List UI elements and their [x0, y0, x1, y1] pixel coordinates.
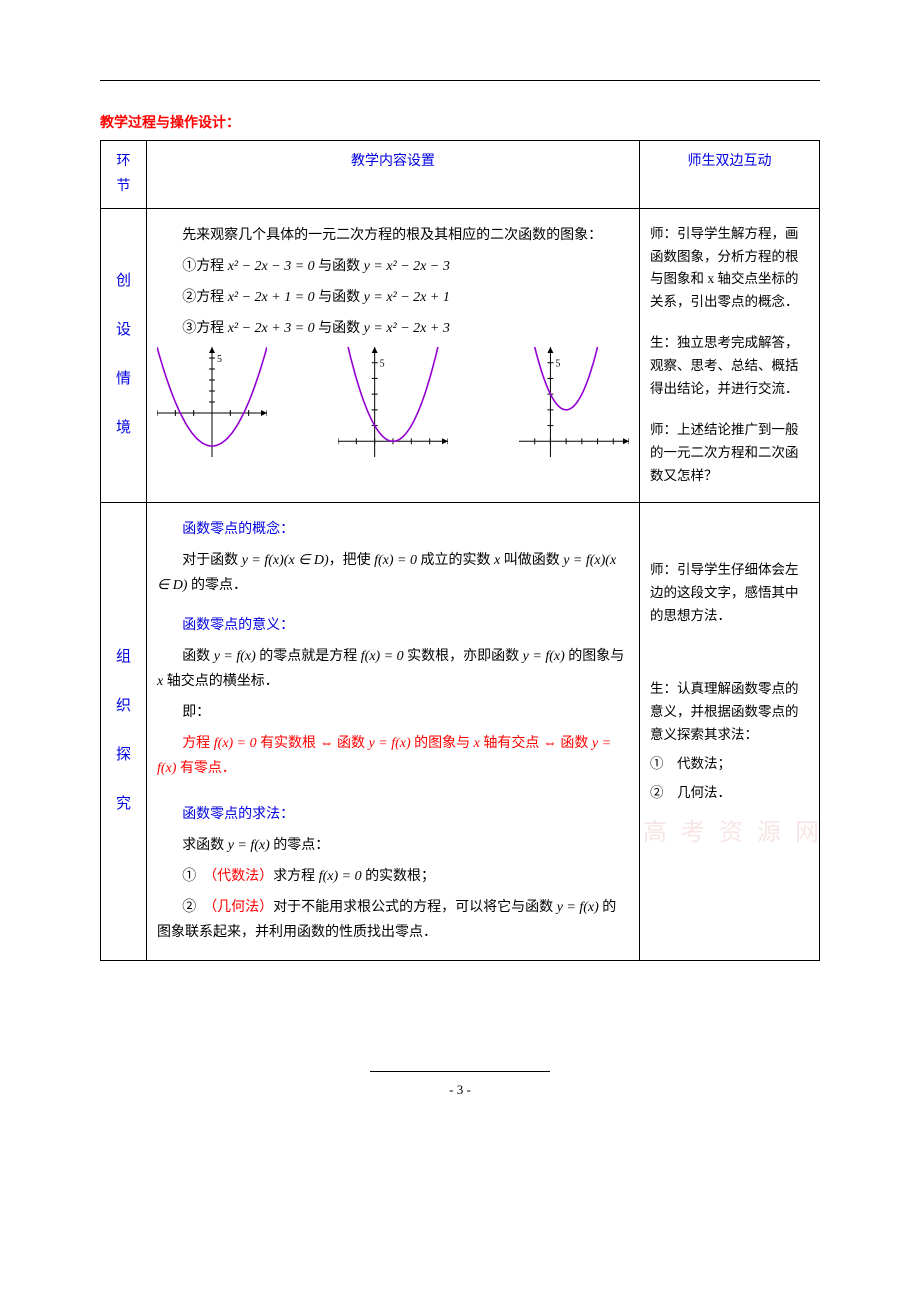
zero-concept-heading: 函数零点的概念： — [157, 517, 629, 542]
method-2: ② （几何法）对于不能用求根公式的方程，可以将它与函数 y = f(x) 的图象… — [157, 895, 629, 945]
watermark-text: 高 考 资 源 网 — [643, 813, 823, 854]
equation-2: ②方程 x² − 2x + 1 = 0 与函数 y = x² − 2x + 1 — [157, 285, 629, 310]
content-2: 函数零点的概念： 对于函数 y = f(x)(x ∈ D)，把使 f(x) = … — [147, 502, 640, 960]
parabola-graphs: 5 5 5 — [157, 347, 629, 466]
parabola-graph: 5 — [519, 347, 629, 466]
header-row: 环节 教学内容设置 师生双边互动 — [101, 141, 820, 208]
intro-text: 先来观察几个具体的一元二次方程的根及其相应的二次函数的图象： — [157, 223, 629, 248]
student-note-m2: ② 几何法． — [650, 782, 809, 805]
zero-method-lead: 求函数 y = f(x) 的零点： — [157, 833, 629, 858]
col-header-interaction: 师生双边互动 — [640, 141, 820, 208]
equation-1: ①方程 x² − 2x − 3 = 0 与函数 y = x² − 2x − 3 — [157, 254, 629, 279]
col-header-content: 教学内容设置 — [147, 141, 640, 208]
stage-label-1: 创 设 情 境 — [101, 208, 147, 502]
zero-meaning-heading: 函数零点的意义： — [157, 613, 629, 638]
lesson-table: 环节 教学内容设置 师生双边互动 创 设 情 境 先来观察几个具体的一元二次方程… — [100, 140, 820, 960]
student-note-2: 生：认真理解函数零点的意义，并根据函数零点的意义探索其求法： — [650, 678, 809, 747]
zero-meaning-text: 函数 y = f(x) 的零点就是方程 f(x) = 0 实数根，亦即函数 y … — [157, 644, 629, 694]
method-1: ① （代数法）求方程 f(x) = 0 的实数根； — [157, 864, 629, 889]
svg-text:5: 5 — [380, 359, 385, 370]
col-header-stage: 环节 — [101, 141, 147, 208]
interaction-1: 师：引导学生解方程，画函数图象，分析方程的根与图象和 x 轴交点坐标的关系，引出… — [640, 208, 820, 502]
teacher-note-3: 师：引导学生仔细体会左边的这段文字，感悟其中的思想方法． — [650, 559, 809, 628]
row-explore: 组 织 探 究 函数零点的概念： 对于函数 y = f(x)(x ∈ D)，把使… — [101, 502, 820, 960]
section-title: 教学过程与操作设计： — [100, 111, 820, 136]
teacher-note-1: 师：引导学生解方程，画函数图象，分析方程的根与图象和 x 轴交点坐标的关系，引出… — [650, 223, 809, 315]
zero-method-heading: 函数零点的求法： — [157, 802, 629, 827]
teacher-note-2: 师：上述结论推广到一般的一元二次方程和二次函数又怎样？ — [650, 419, 809, 488]
content-1: 先来观察几个具体的一元二次方程的根及其相应的二次函数的图象： ①方程 x² − … — [147, 208, 640, 502]
stage-label-2: 组 织 探 究 — [101, 502, 147, 960]
page-number: - 3 - — [370, 1071, 550, 1101]
row-context: 创 设 情 境 先来观察几个具体的一元二次方程的根及其相应的二次函数的图象： ①… — [101, 208, 820, 502]
equiv-statement: 方程 f(x) = 0 有实数根 ⇔ 函数 y = f(x) 的图象与 x 轴有… — [157, 731, 629, 781]
student-note-m1: ① 代数法； — [650, 753, 809, 776]
interaction-2: 师：引导学生仔细体会左边的这段文字，感悟其中的思想方法． 生：认真理解函数零点的… — [640, 502, 820, 960]
parabola-graph: 5 — [338, 347, 448, 466]
equation-3: ③方程 x² − 2x + 3 = 0 与函数 y = x² − 2x + 3 — [157, 316, 629, 341]
svg-text:5: 5 — [555, 359, 560, 370]
svg-text:5: 5 — [217, 354, 222, 365]
ie-label: 即： — [157, 700, 629, 725]
zero-concept-text: 对于函数 y = f(x)(x ∈ D)，把使 f(x) = 0 成立的实数 x… — [157, 548, 629, 598]
student-note-1: 生：独立思考完成解答，观察、思考、总结、概括得出结论，并进行交流． — [650, 332, 809, 401]
parabola-graph: 5 — [157, 347, 267, 466]
